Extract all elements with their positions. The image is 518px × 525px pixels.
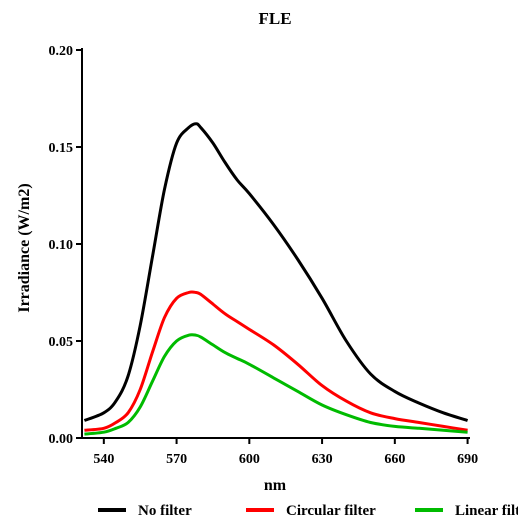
y-tick-label: 0.05 <box>49 335 74 350</box>
x-tick-label: 660 <box>384 452 405 467</box>
x-tick-label: 570 <box>166 452 187 467</box>
chart-title: FLE <box>258 9 291 28</box>
legend-label-circular-filter: Circular filter <box>286 503 376 519</box>
x-tick-label: 600 <box>239 452 260 467</box>
y-axis-label: Irradiance (W/m2) <box>16 183 33 312</box>
series-line-linear-filter <box>84 333 468 436</box>
legend: No filter Circular filter Linear filter <box>98 503 518 519</box>
legend-label-no-filter: No filter <box>138 503 192 519</box>
x-tick-label: 690 <box>457 452 478 467</box>
x-axis-label: nm <box>264 477 287 494</box>
y-tick-label: 0.10 <box>49 238 74 253</box>
y-tick-label: 0.15 <box>49 141 74 156</box>
series-line-no-filter <box>83 122 469 422</box>
y-tick-label: 0.20 <box>49 44 74 59</box>
legend-label-linear-filter: Linear filter <box>455 503 518 519</box>
y-tick-label: 0.00 <box>49 432 74 447</box>
x-tick-label: 630 <box>312 452 333 467</box>
x-tick-label: 540 <box>93 452 114 467</box>
plot-area: 0.00 0.05 0.10 0.15 0.20 540 570 600 630 660 690 <box>49 44 479 467</box>
series-line-circular-filter <box>84 290 468 432</box>
